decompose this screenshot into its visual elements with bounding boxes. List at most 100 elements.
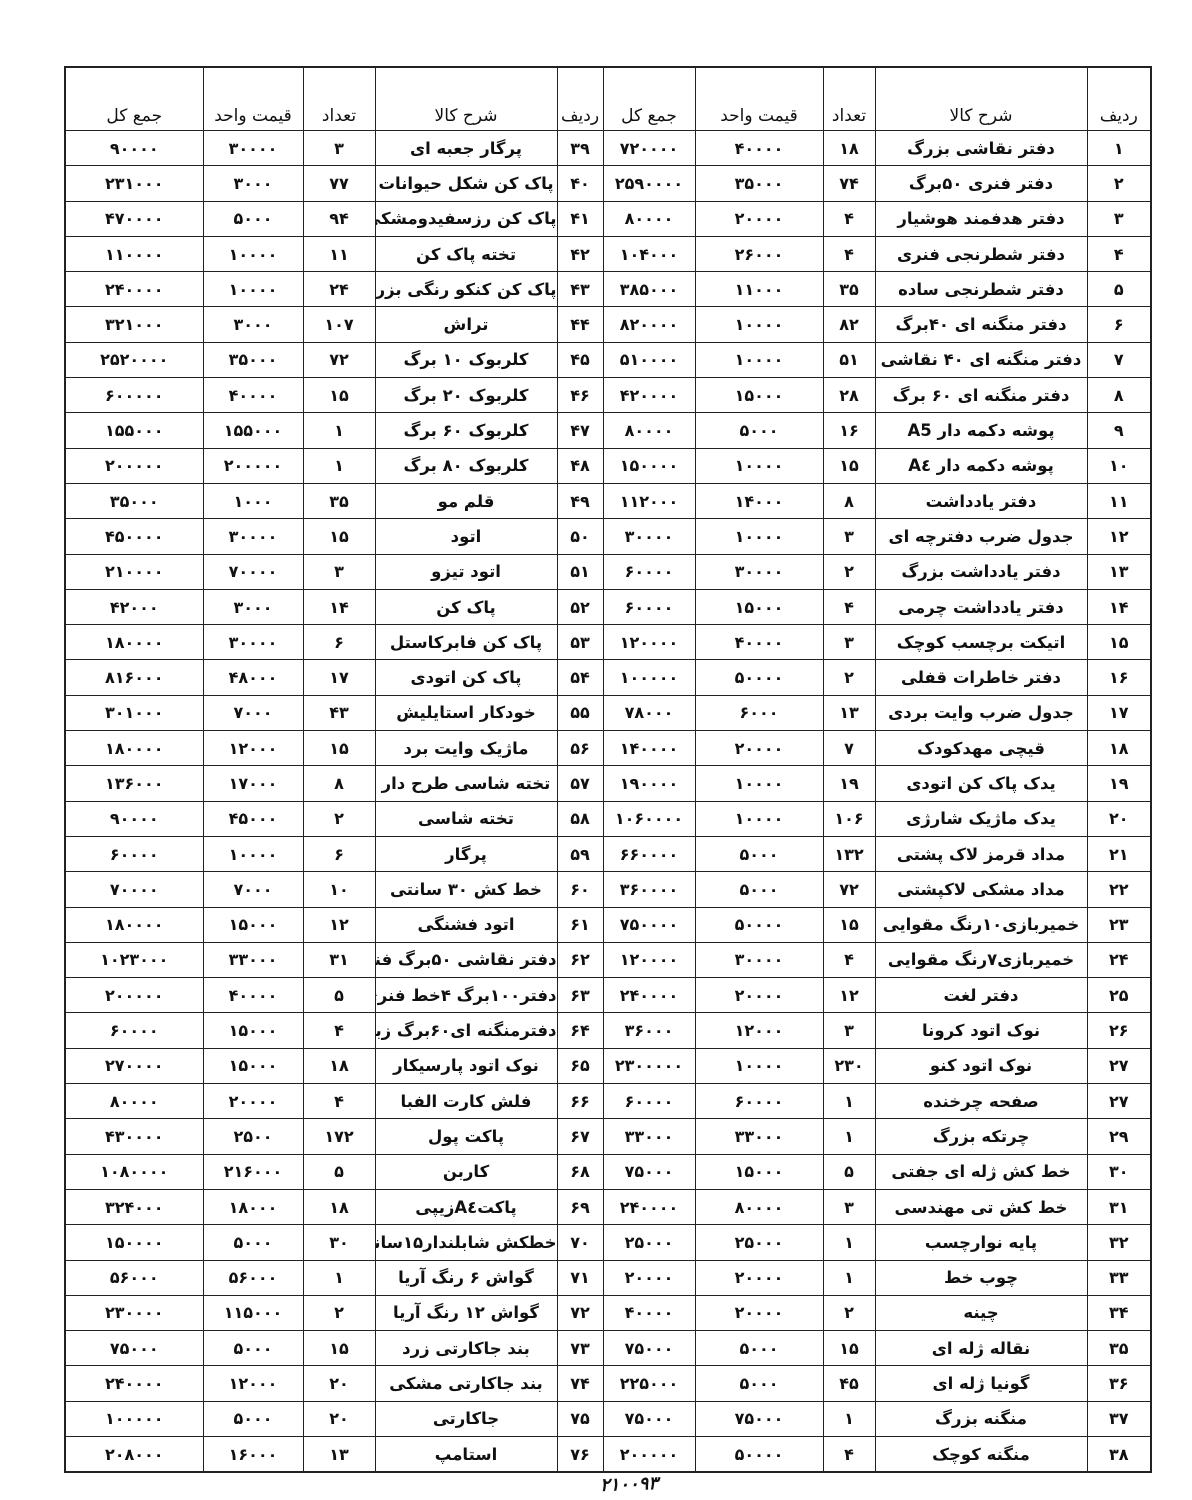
item-description: خط کش ۳۰ سانتی <box>374 871 558 908</box>
quantity: ۱۸ <box>302 1188 376 1226</box>
line-total: ۱۰۰۰۰۰ <box>64 1400 204 1437</box>
unit-price: ۵۰۰۰۰ <box>694 906 824 943</box>
line-total: ۶۶۰۰۰۰ <box>602 835 696 873</box>
row-number: ۷۳ <box>556 1330 604 1367</box>
quantity: ۱ <box>302 412 376 449</box>
unit-price: ۲۰۰۰۰ <box>694 1259 824 1296</box>
unit-price: ۱۵۰۰۰ <box>694 377 824 414</box>
table-row: ۱ دفتر نقاشی بزرگ ۱۸ ۴۰۰۰۰ ۷۲۰۰۰۰ ۳۹ پرگار جعب… <box>64 129 1152 167</box>
line-total: ۱۵۵۰۰۰ <box>64 412 204 449</box>
line-total: ۱۰۸۰۰۰۰ <box>64 1153 204 1190</box>
table-row: ۲۷ صفحه چرخنده ۱ ۶۰۰۰۰ ۶۰۰۰۰ ۶۶ فلش کارت الفبا… <box>64 1083 1152 1120</box>
line-total: ۱۰۰۰۰۰ <box>602 659 696 696</box>
unit-price: ۷۰۰۰۰ <box>202 553 304 590</box>
quantity: ۶ <box>302 835 376 873</box>
quantity: ۹۴ <box>302 200 376 237</box>
quantity: ۱۵ <box>822 1330 876 1367</box>
row-number: ۳۵ <box>1086 1330 1152 1367</box>
line-total: ۲۳۰۰۰۰ <box>64 1294 204 1332</box>
table-row: ۲۶ نوک اتود کرونا ۳ ۱۲۰۰۰ ۳۶۰۰۰ ۶۴ دفترمنگنه ا… <box>64 1012 1152 1049</box>
quantity: ۲۰ <box>302 1365 376 1402</box>
row-number: ۲۴ <box>1086 941 1152 979</box>
row-number: ۱۷ <box>1086 694 1152 732</box>
row-number: ۶۰ <box>556 871 604 908</box>
quantity: ۱ <box>302 1259 376 1296</box>
item-description: دفتر فنری ۵۰برگ <box>874 165 1088 202</box>
row-number: ۵۴ <box>556 659 604 696</box>
quantity: ۸ <box>302 765 376 802</box>
item-description: اتود تیزو <box>374 553 558 590</box>
row-number: ۶۶ <box>556 1083 604 1120</box>
unit-price: ۱۰۰۰۰ <box>694 1047 824 1085</box>
row-number: ۶۲ <box>556 941 604 979</box>
quantity: ۱ <box>302 447 376 484</box>
quantity: ۱ <box>822 1118 876 1155</box>
row-number: ۶۹ <box>556 1188 604 1226</box>
quantity: ۱۲ <box>302 906 376 943</box>
item-description: کاربن <box>374 1153 558 1190</box>
quantity: ۲۴ <box>302 271 376 308</box>
unit-price: ۱۲۰۰۰ <box>202 730 304 767</box>
unit-price: ۴۰۰۰۰ <box>694 624 824 661</box>
table-row: ۳۲ پایه نوارچسب ۱ ۲۵۰۰۰ ۲۵۰۰۰ ۷۰ خطکش شابلندار… <box>64 1224 1152 1261</box>
unit-price: ۲۰۰۰۰ <box>694 200 824 237</box>
line-total: ۱۲۰۰۰۰ <box>602 941 696 979</box>
quantity: ۱۲ <box>822 977 876 1014</box>
item-description: صفحه چرخنده <box>874 1083 1088 1120</box>
line-total: ۲۴۰۰۰۰ <box>64 1365 204 1402</box>
line-total: ۲۰۰۰۰۰ <box>602 1435 696 1473</box>
row-number: ۷۵ <box>556 1400 604 1437</box>
item-description: دفتر منگنه ای ۴۰برگ <box>874 306 1088 343</box>
item-description: کلربوک ۲۰ برگ <box>374 377 558 414</box>
item-description: دفتر منگنه ای ۴۰ نقاشی <box>874 341 1088 379</box>
line-total: ۴۳۰۰۰۰ <box>64 1118 204 1155</box>
item-description: نوک اتود کرونا <box>874 1012 1088 1049</box>
row-number: ۳۴ <box>1086 1294 1152 1332</box>
table-row: ۳۳ چوب خط ۱ ۲۰۰۰۰ ۲۰۰۰۰ ۷۱ گواش ۶ رنگ آریا ۱ ۵۶۰… <box>64 1259 1152 1296</box>
table-row: ۳۱ خط کش تی مهندسی ۳ ۸۰۰۰۰ ۲۴۰۰۰۰ ۶۹ پاکتA٤زیپ… <box>64 1188 1152 1226</box>
quantity: ۲ <box>302 1294 376 1332</box>
row-number: ۱۲ <box>1086 518 1152 555</box>
line-total: ۷۵۰۰۰ <box>602 1330 696 1367</box>
line-total: ۲۷۰۰۰۰ <box>64 1047 204 1085</box>
unit-price: ۵۰۰۰۰ <box>694 659 824 696</box>
item-description: اتود <box>374 518 558 555</box>
item-description: استامپ <box>374 1435 558 1473</box>
row-number: ۸ <box>1086 377 1152 414</box>
line-total: ۱۰۲۳۰۰۰ <box>64 941 204 979</box>
item-description: نقاله ژله ای <box>874 1330 1088 1367</box>
item-description: پرگار جعبه ای <box>374 129 558 167</box>
item-description: دفتر هدفمند هوشیار <box>874 200 1088 237</box>
quantity: ۱۶ <box>822 412 876 449</box>
item-description: قیچی مهدکودک <box>874 730 1088 767</box>
line-total: ۳۰۱۰۰۰ <box>64 694 204 732</box>
quantity: ۱۵ <box>302 1330 376 1367</box>
unit-price: ۱۴۰۰۰ <box>694 482 824 520</box>
line-total: ۷۰۰۰۰ <box>64 871 204 908</box>
unit-price: ۵۰۰۰ <box>694 1330 824 1367</box>
item-description: فلش کارت الفبا <box>374 1083 558 1120</box>
item-description: پاک کن فابرکاستل <box>374 624 558 661</box>
item-description: کلربوک ۸۰ برگ <box>374 447 558 484</box>
unit-price: ۵۰۰۰ <box>202 200 304 237</box>
line-total: ۷۲۰۰۰۰ <box>602 129 696 167</box>
quantity: ۳۵ <box>302 482 376 520</box>
unit-price: ۱۰۰۰۰ <box>694 800 824 837</box>
unit-price: ۱۰۰۰۰ <box>202 835 304 873</box>
row-number: ۵۹ <box>556 835 604 873</box>
quantity: ۲۳۰ <box>822 1047 876 1085</box>
quantity: ۲ <box>302 800 376 837</box>
quantity: ۳ <box>822 1188 876 1226</box>
table-row: ۳۷ منگنه بزرگ ۱ ۷۵۰۰۰ ۷۵۰۰۰ ۷۵ جاکارتی ۲۰ ۵۰۰۰ ۱۰… <box>64 1400 1152 1437</box>
price-list-table: ردیف شرح کالا تعداد قیمت واحد جمع کل ردی… <box>64 66 1152 1474</box>
row-number: ۷۰ <box>556 1224 604 1261</box>
line-total: ۳۲۴۰۰۰ <box>64 1188 204 1226</box>
table-row: ۹ پوشه دکمه دار A5 ۱۶ ۵۰۰۰ ۸۰۰۰۰ ۴۷ کلربوک ۶۰ … <box>64 412 1152 449</box>
quantity: ۵ <box>302 977 376 1014</box>
unit-price: ۳۰۰۰۰ <box>694 553 824 590</box>
unit-price: ۳۰۰۰۰ <box>694 941 824 979</box>
row-number: ۴۸ <box>556 447 604 484</box>
line-total: ۲۱۰۰۰۰ <box>64 553 204 590</box>
item-description: ماژیک وایت برد <box>374 730 558 767</box>
quantity: ۱ <box>822 1259 876 1296</box>
